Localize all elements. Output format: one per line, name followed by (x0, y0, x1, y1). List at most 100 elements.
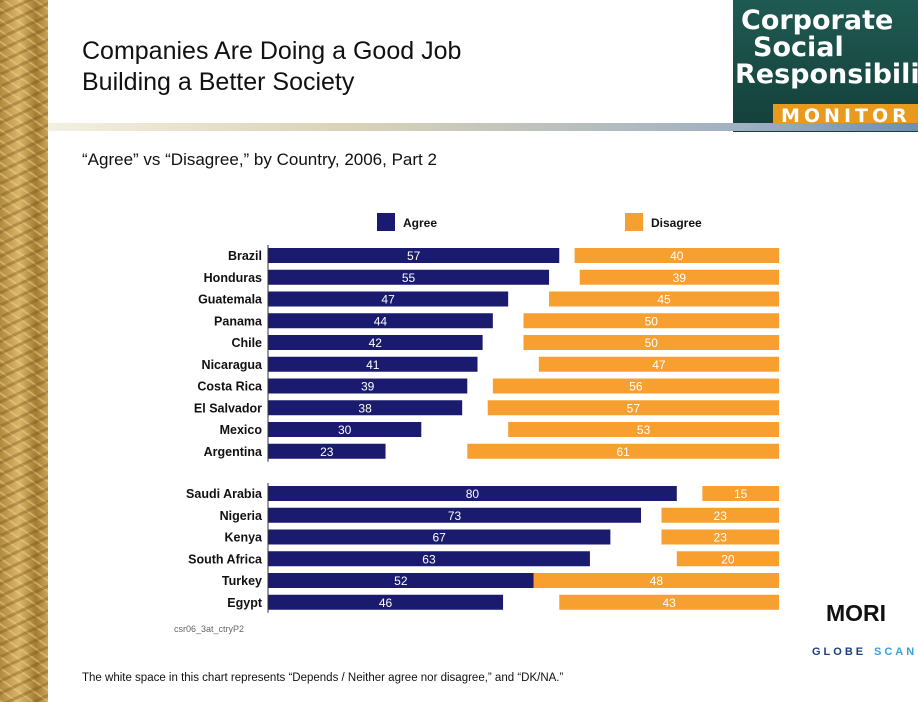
category-label-guatemala: Guatemala (198, 293, 263, 307)
category-label-turkey: Turkey (222, 574, 262, 588)
category-label-saudi-arabia: Saudi Arabia (186, 487, 263, 501)
mori-logo: MORI (826, 600, 887, 626)
data-label-agree-honduras: 55 (402, 271, 416, 285)
data-label-agree-el-salvador: 38 (358, 401, 372, 415)
header-divider (48, 123, 918, 131)
globescan-part-1: GLOBE (812, 646, 867, 658)
data-label-disagree-el-salvador: 57 (627, 401, 641, 415)
title-line-1: Companies Are Doing a Good Job (82, 37, 462, 65)
category-label-egypt: Egypt (227, 596, 263, 610)
bar-agree-egypt (268, 594, 504, 610)
data-label-agree-egypt: 46 (379, 596, 393, 610)
category-label-costa-rica: Costa Rica (197, 380, 263, 394)
bar-disagree-turkey (533, 573, 779, 588)
bar-disagree-chile (523, 335, 779, 350)
logo-line-2: Social (753, 32, 844, 63)
data-label-agree-costa-rica: 39 (361, 380, 375, 394)
data-label-disagree-turkey: 48 (650, 574, 664, 588)
data-label-agree-argentina: 23 (320, 445, 334, 459)
chart-code: csr06_3at_ctryP2 (174, 624, 245, 634)
bar-disagree-brazil (574, 248, 779, 263)
bar-disagree-nicaragua (538, 356, 779, 372)
data-label-disagree-saudi-arabia: 15 (734, 487, 748, 501)
bar-disagree-el-salvador (487, 400, 779, 416)
bar-agree-el-salvador (268, 400, 463, 416)
category-label-el-salvador: El Salvador (194, 401, 262, 415)
category-label-nigeria: Nigeria (220, 509, 263, 523)
category-label-south-africa: South Africa (188, 552, 263, 566)
data-label-agree-panama: 44 (374, 314, 388, 328)
footnote: The white space in this chart represents… (82, 672, 564, 684)
data-label-disagree-egypt: 43 (662, 596, 676, 610)
category-label-argentina: Argentina (204, 445, 263, 459)
bar-agree-panama (268, 313, 493, 329)
bar-agree-saudi-arabia (268, 486, 677, 501)
page-title: Companies Are Doing a Good Job Building … (82, 36, 602, 98)
legend-label-disagree: Disagree (651, 216, 702, 230)
bar-agree-guatemala (268, 291, 509, 307)
bar-disagree-egypt (559, 594, 779, 610)
chart-subtitle: “Agree” vs “Disagree,” by Country, 2006,… (82, 150, 437, 169)
category-label-kenya: Kenya (224, 531, 263, 545)
logo-line-3: Responsibility (735, 59, 918, 90)
bar-agree-costa-rica (268, 378, 468, 394)
bar-agree-argentina (268, 443, 386, 459)
data-label-agree-saudi-arabia: 80 (466, 487, 480, 501)
bar-disagree-costa-rica (492, 378, 779, 394)
bar-agree-mexico (268, 422, 422, 437)
data-label-agree-mexico: 30 (338, 423, 352, 437)
data-label-disagree-kenya: 23 (714, 531, 728, 545)
legend-swatch-agree (377, 213, 395, 231)
data-label-disagree-guatemala: 45 (657, 293, 671, 307)
data-label-disagree-chile: 50 (645, 336, 659, 350)
bar-agree-nigeria (268, 507, 642, 523)
data-label-disagree-panama: 50 (645, 314, 659, 328)
bar-agree-south-africa (268, 551, 590, 567)
category-label-nicaragua: Nicaragua (202, 358, 263, 372)
bar-disagree-kenya (661, 529, 779, 545)
data-label-agree-turkey: 52 (394, 574, 408, 588)
category-label-panama: Panama (214, 314, 263, 328)
data-label-disagree-nicaragua: 47 (652, 358, 666, 372)
legend-label-agree: Agree (403, 216, 437, 230)
bar-agree-turkey (268, 573, 534, 588)
data-label-disagree-south-africa: 20 (721, 552, 735, 566)
data-label-agree-brazil: 57 (407, 249, 421, 263)
data-label-disagree-costa-rica: 56 (629, 380, 643, 394)
data-label-agree-south-africa: 63 (422, 552, 436, 566)
legend-swatch-disagree (625, 213, 643, 231)
category-label-chile: Chile (231, 336, 262, 350)
bar-disagree-mexico (508, 422, 779, 437)
title-line-2: Building a Better Society (82, 68, 355, 96)
bar-disagree-panama (523, 313, 779, 329)
bar-disagree-nigeria (661, 507, 779, 523)
data-label-agree-nicaragua: 41 (366, 358, 380, 372)
bar-disagree-argentina (467, 443, 779, 459)
bar-agree-chile (268, 335, 483, 350)
data-label-disagree-mexico: 53 (637, 423, 651, 437)
data-label-disagree-nigeria: 23 (714, 509, 728, 523)
bar-agree-nicaragua (268, 356, 478, 372)
data-label-agree-chile: 42 (369, 336, 383, 350)
globescan-logo: GLOBE SCAN (790, 636, 918, 670)
category-label-brazil: Brazil (228, 249, 262, 263)
bar-disagree-guatemala (549, 291, 779, 307)
bar-disagree-saudi-arabia (702, 486, 779, 501)
bar-agree-honduras (268, 269, 550, 285)
data-label-agree-nigeria: 73 (448, 509, 462, 523)
bar-agree-kenya (268, 529, 611, 545)
logo-line-1: Corporate (741, 5, 894, 36)
data-label-agree-guatemala: 47 (381, 293, 395, 307)
category-label-mexico: Mexico (220, 423, 263, 437)
data-label-agree-kenya: 67 (433, 531, 447, 545)
data-label-disagree-brazil: 40 (670, 249, 684, 263)
category-label-honduras: Honduras (204, 271, 262, 285)
data-label-disagree-argentina: 61 (616, 445, 630, 459)
bar-disagree-honduras (579, 269, 779, 285)
bar-disagree-south-africa (676, 551, 779, 567)
bar-agree-brazil (268, 248, 560, 263)
globescan-part-2: SCAN (874, 646, 918, 658)
decorative-marble-strip (0, 0, 48, 702)
data-label-disagree-honduras: 39 (673, 271, 687, 285)
